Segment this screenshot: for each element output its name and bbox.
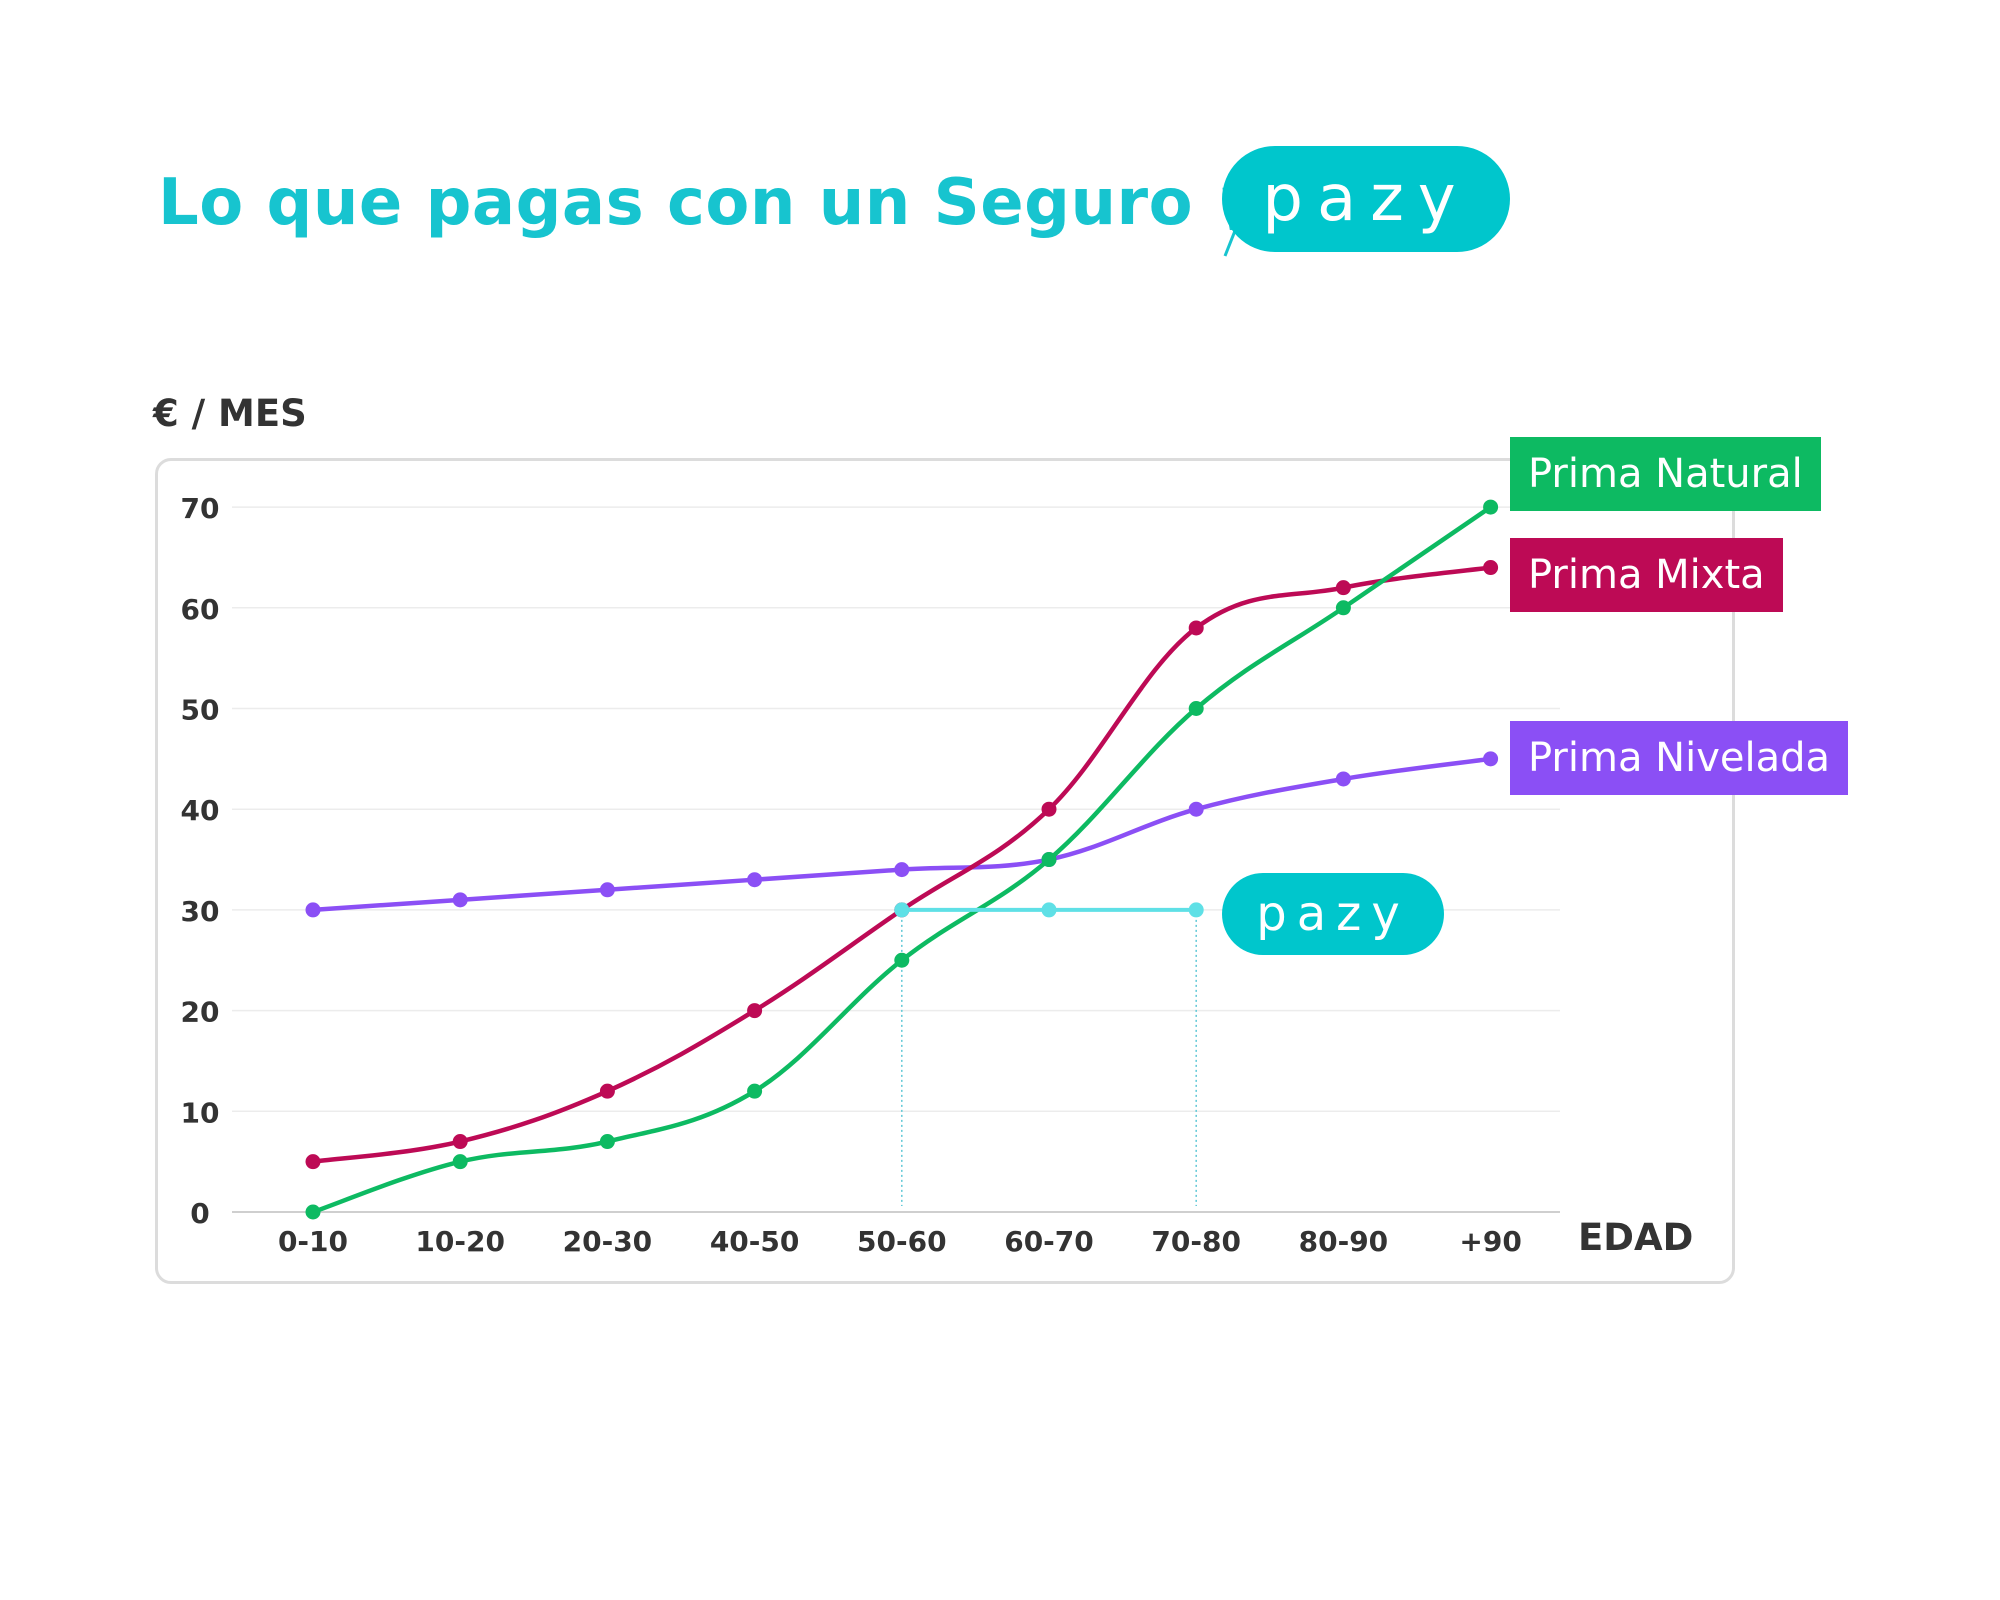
data-point-prima-mixta bbox=[1041, 801, 1057, 817]
data-point-prima-natural bbox=[1041, 852, 1057, 868]
data-point-prima-nivelada bbox=[747, 872, 763, 888]
data-point-prima-natural bbox=[452, 1154, 468, 1170]
legend-prima-natural: Prima Natural bbox=[1510, 437, 1821, 511]
data-point-prima-natural bbox=[1483, 499, 1499, 515]
x-tick-label: 40-50 bbox=[710, 1225, 800, 1258]
y-tick-label: 70 bbox=[181, 492, 220, 525]
y-tick-label: 60 bbox=[181, 593, 220, 626]
x-axis-label: EDAD bbox=[1578, 1216, 1694, 1259]
data-point-prima-mixta bbox=[1483, 560, 1499, 576]
data-point-prima-nivelada bbox=[1335, 771, 1351, 787]
data-point-prima-nivelada bbox=[599, 882, 615, 898]
data-point-prima-nivelada bbox=[894, 862, 910, 878]
data-point-prima-mixta bbox=[599, 1083, 615, 1099]
data-point-prima-natural bbox=[1335, 600, 1351, 616]
x-tick-label: 80-90 bbox=[1299, 1225, 1389, 1258]
y-tick-label: 50 bbox=[181, 694, 220, 727]
pazy-logo-text: pazy bbox=[1262, 162, 1470, 236]
data-point-prima-natural bbox=[599, 1134, 615, 1150]
x-tick-label: 70-80 bbox=[1151, 1225, 1241, 1258]
data-point-pazy bbox=[1188, 902, 1204, 918]
data-point-prima-natural bbox=[305, 1204, 321, 1220]
x-tick-label: 50-60 bbox=[857, 1225, 947, 1258]
data-point-prima-mixta bbox=[305, 1154, 321, 1170]
pazy-series-label-text: pazy bbox=[1256, 886, 1410, 942]
x-tick-label: 0-10 bbox=[278, 1225, 348, 1258]
y-tick-label: 10 bbox=[181, 1096, 220, 1129]
data-point-prima-nivelada bbox=[1188, 801, 1204, 817]
data-point-prima-natural bbox=[894, 952, 910, 968]
page-title: Lo que pagas con un Seguro bbox=[158, 166, 1194, 240]
data-point-prima-mixta bbox=[1335, 580, 1351, 596]
y-tick-label: 30 bbox=[181, 895, 220, 928]
data-point-prima-nivelada bbox=[305, 902, 321, 918]
legend-prima-nivelada: Prima Nivelada bbox=[1510, 721, 1849, 795]
x-tick-label: 20-30 bbox=[563, 1225, 653, 1258]
x-tick-label: 10-20 bbox=[415, 1225, 505, 1258]
data-point-prima-mixta bbox=[452, 1134, 468, 1150]
data-point-prima-natural bbox=[1188, 701, 1204, 716]
x-tick-label: +90 bbox=[1459, 1225, 1521, 1258]
data-point-prima-nivelada bbox=[1483, 751, 1499, 767]
data-point-prima-natural bbox=[747, 1083, 763, 1099]
pazy-logo-header: pazy bbox=[1222, 146, 1510, 252]
data-point-pazy bbox=[894, 902, 910, 918]
data-point-prima-mixta bbox=[1188, 620, 1204, 636]
data-point-prima-mixta bbox=[747, 1003, 763, 1019]
y-tick-label: 40 bbox=[181, 794, 220, 827]
legend-prima-mixta: Prima Mixta bbox=[1510, 538, 1783, 612]
y-tick-label: 0 bbox=[190, 1197, 209, 1230]
pazy-series-label: pazy bbox=[1222, 873, 1444, 955]
y-tick-label: 20 bbox=[181, 996, 220, 1029]
data-point-pazy bbox=[1041, 902, 1057, 918]
data-point-prima-nivelada bbox=[452, 892, 468, 908]
y-axis-label: € / MES bbox=[153, 392, 307, 435]
chart-frame bbox=[155, 458, 1735, 1284]
x-tick-label: 60-70 bbox=[1004, 1225, 1094, 1258]
